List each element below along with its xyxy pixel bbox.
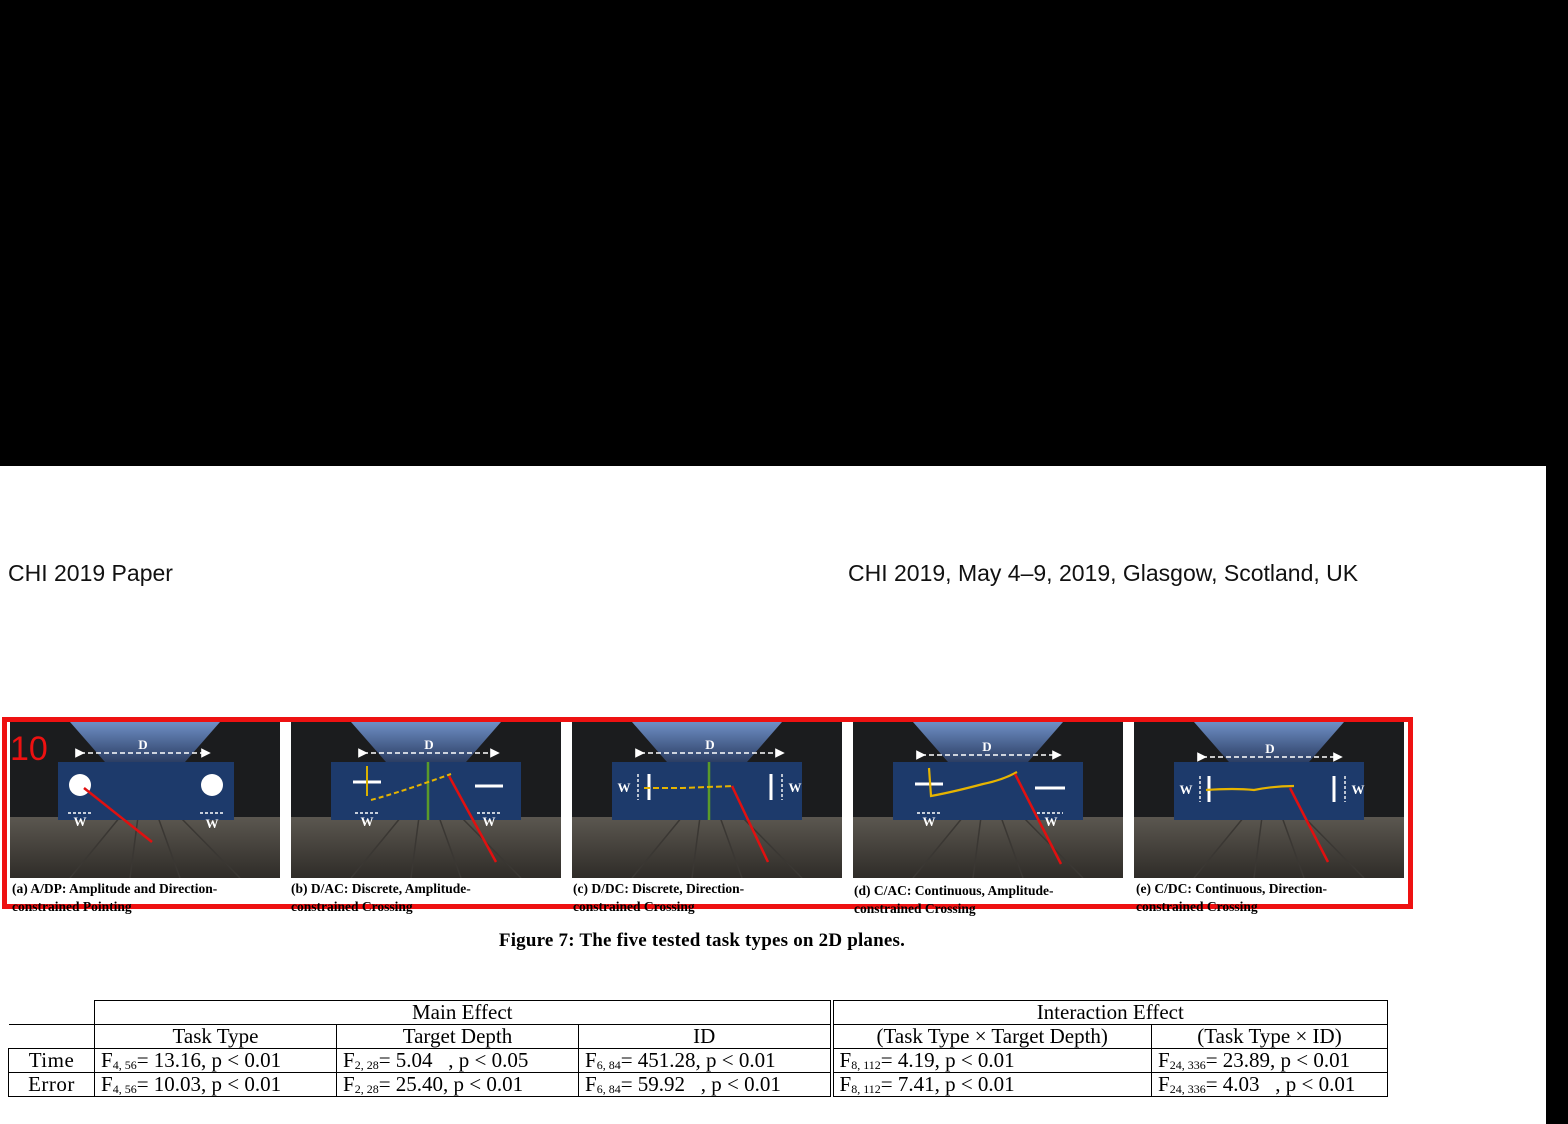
panel-e-label-w1: W xyxy=(1180,782,1193,797)
cell-time-task-x-depth: F8, 112= 4.19, p < 0.01 xyxy=(829,1048,1152,1073)
panel-d-caption: (d) C/AC: Continuous, Amplitude- constra… xyxy=(854,883,1054,916)
col-target-depth: Target Depth xyxy=(336,1024,579,1049)
panel-d-label-w1: W xyxy=(923,814,936,829)
col-task-type: Task Type xyxy=(94,1024,337,1049)
col-task-x-id: (Task Type × ID) xyxy=(1151,1024,1388,1049)
panel-c-discrete-direction: D W W xyxy=(572,722,842,878)
cell-error-task-type: F4, 56= 10.03, p < 0.01 xyxy=(94,1072,337,1097)
panel-a-caption: (a) A/DP: Amplitude and Direction- const… xyxy=(12,881,218,914)
panel-a-label-w1: W xyxy=(74,814,87,829)
panel-b-label-w1: W xyxy=(361,814,374,829)
panel-a-pointing: D W W xyxy=(10,722,280,878)
cell-error-task-x-id: F24, 336= 4.03 , p < 0.01 xyxy=(1151,1072,1388,1097)
table-group-header-row: Main Effect Interaction Effect xyxy=(8,1000,1388,1025)
panel-d-label-w2: W xyxy=(1045,814,1058,829)
panel-e-caption: (e) C/DC: Continuous, Direction- constra… xyxy=(1136,881,1327,914)
row-label-error: Error xyxy=(8,1072,95,1097)
panel-a-label-w2: W xyxy=(206,816,219,831)
table-row: Error F4, 56= 10.03, p < 0.01 F2, 28= 25… xyxy=(8,1072,1388,1097)
col-task-x-depth: (Task Type × Target Depth) xyxy=(829,1024,1152,1049)
cell-error-id: F6, 84= 59.92 , p < 0.01 xyxy=(578,1072,832,1097)
figure-caption: Figure 7: The five tested task types on … xyxy=(498,930,906,951)
panel-e-label-d: D xyxy=(1265,741,1274,756)
panel-e-label-w2: W xyxy=(1352,782,1365,797)
figure-badge: 10 xyxy=(10,730,48,768)
panel-b-caption: (b) D/AC: Discrete, Amplitude- constrain… xyxy=(291,881,471,914)
panel-d-continuous-amplitude: D W W xyxy=(853,722,1123,878)
top-black-band xyxy=(0,0,1568,466)
panel-a-label-d: D xyxy=(138,737,147,752)
running-header-right: CHI 2019, May 4–9, 2019, Glasgow, Scotla… xyxy=(848,560,1359,586)
cell-error-target-depth: F2, 28= 25.40, p < 0.01 xyxy=(336,1072,579,1097)
table-column-header-row: Task Type Target Depth ID (Task Type × T… xyxy=(8,1024,1388,1049)
table-row: Time F4, 56= 13.16, p < 0.01 F2, 28= 5.0… xyxy=(8,1048,1388,1073)
panel-b-discrete-amplitude: D W W xyxy=(291,722,561,878)
cell-time-target-depth: F2, 28= 5.04 , p < 0.05 xyxy=(336,1048,579,1073)
group-main-effect: Main Effect xyxy=(94,1000,832,1025)
panel-e-continuous-direction: D W W xyxy=(1134,722,1404,878)
cell-time-task-type: F4, 56= 13.16, p < 0.01 xyxy=(94,1048,337,1073)
cell-time-id: F6, 84= 451.28, p < 0.01 xyxy=(578,1048,832,1073)
table-corner-2 xyxy=(8,1024,95,1049)
cell-error-task-x-depth: F8, 112= 7.41, p < 0.01 xyxy=(829,1072,1152,1097)
right-black-band xyxy=(1546,466,1568,1124)
panel-c-label-w1: W xyxy=(618,780,631,795)
col-id: ID xyxy=(578,1024,832,1049)
row-label-time: Time xyxy=(8,1048,95,1073)
panel-b-label-w2: W xyxy=(483,814,496,829)
running-header-left: CHI 2019 Paper xyxy=(8,560,173,586)
panel-b-label-d: D xyxy=(424,737,433,752)
table-corner xyxy=(8,1000,95,1025)
panel-c-caption: (c) D/DC: Discrete, Direction- constrain… xyxy=(573,881,745,914)
panel-c-label-d: D xyxy=(705,737,714,752)
panel-c-label-w2: W xyxy=(789,780,802,795)
anova-table: Main Effect Interaction Effect Task Type… xyxy=(8,1000,1388,1097)
cell-time-task-x-id: F24, 336= 23.89, p < 0.01 xyxy=(1151,1048,1388,1073)
panel-d-label-d: D xyxy=(982,739,991,754)
group-interaction-effect: Interaction Effect xyxy=(829,1000,1388,1025)
